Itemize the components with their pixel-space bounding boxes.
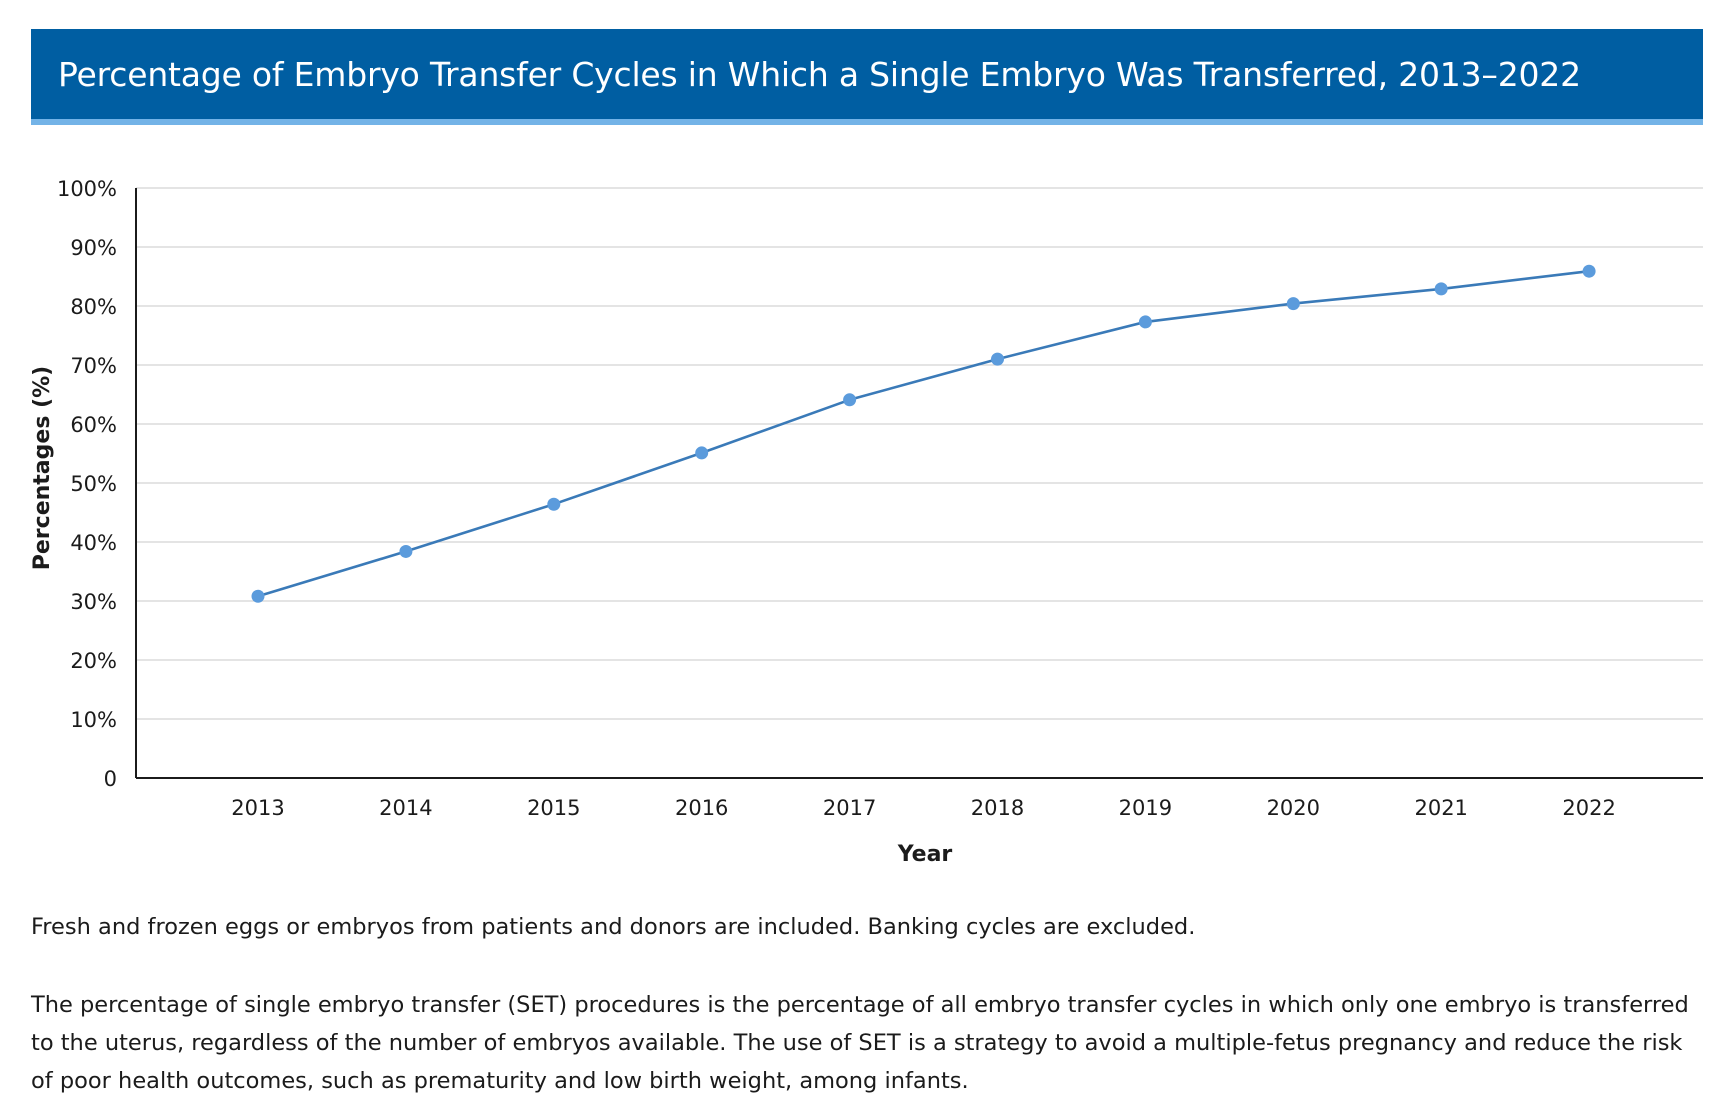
axes — [135, 188, 1703, 779]
series-line — [256, 269, 1591, 598]
data-point[interactable] — [1434, 282, 1448, 296]
y-tick-label: 20% — [70, 649, 117, 673]
gridlines — [136, 187, 1703, 720]
x-tick-label: 2015 — [527, 796, 580, 820]
x-tick-label: 2019 — [1119, 796, 1172, 820]
data-point[interactable] — [1138, 315, 1152, 329]
x-tick-label: 2021 — [1414, 796, 1467, 820]
data-point[interactable] — [695, 446, 709, 460]
x-axis-label: Year — [897, 842, 953, 867]
y-tick-label: 60% — [70, 413, 117, 437]
data-point[interactable] — [1582, 264, 1596, 278]
line-chart: 010%20%30%40%50%60%70%80%90%100% 2013 201… — [30, 177, 1703, 867]
y-tick-label: 30% — [70, 590, 117, 614]
data-point[interactable] — [991, 352, 1004, 366]
x-tick-label: 2017 — [823, 796, 876, 820]
data-point[interactable] — [547, 497, 561, 511]
x-tick-label: 2016 — [675, 796, 728, 820]
y-tick-label: 80% — [70, 295, 117, 319]
y-tick-label: 40% — [70, 531, 117, 555]
x-tick-label: 2014 — [379, 796, 432, 820]
data-points — [251, 264, 1596, 603]
x-tick-label: 2013 — [231, 796, 284, 820]
y-tick-labels: 0 10% 20% 30% 40% 50% 60% 70% 80% 90% 100% — [57, 177, 117, 791]
data-point[interactable] — [399, 544, 413, 558]
chart-title: Percentage of Embryo Transfer Cycles in … — [58, 55, 1581, 94]
y-tick-label: 0 — [104, 767, 117, 791]
y-tick-label: 50% — [70, 472, 117, 496]
series-line-group — [256, 269, 1591, 598]
x-tick-label: 2022 — [1562, 796, 1615, 820]
chart-title-bar: Percentage of Embryo Transfer Cycles in … — [31, 29, 1703, 125]
x-tick-labels: 2013 2014 2015 2016 2017 2018 2019 2020 2021 2022 — [231, 796, 1616, 820]
y-tick-label: 10% — [70, 708, 117, 732]
y-axis-label: Percentages (%) — [30, 366, 55, 570]
chart-footnote-inclusion: Fresh and frozen eggs or embryos from pa… — [31, 914, 1196, 940]
y-tick-label: 90% — [70, 236, 117, 260]
y-tick-label: 100% — [57, 177, 117, 201]
x-tick-label: 2020 — [1267, 796, 1320, 820]
data-point[interactable] — [843, 393, 857, 407]
x-tick-label: 2018 — [971, 796, 1024, 820]
y-tick-label: 70% — [70, 354, 117, 378]
data-point[interactable] — [1286, 297, 1300, 311]
data-point[interactable] — [251, 589, 265, 603]
chart-footnote-definition: The percentage of single embryo transfer… — [31, 992, 1689, 1094]
